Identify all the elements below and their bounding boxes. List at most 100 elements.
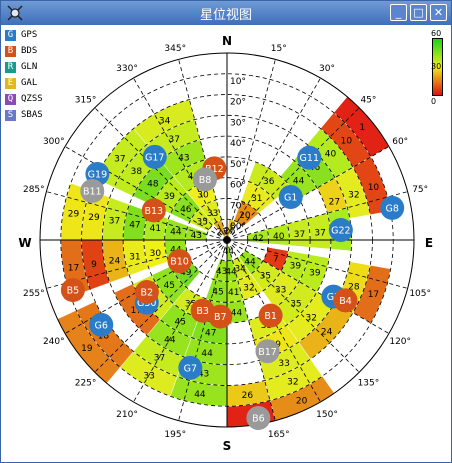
signal-value: 43 — [216, 267, 227, 277]
signal-value: 26 — [242, 391, 254, 401]
legend-badge: E — [5, 77, 16, 89]
azimuth-label: 285° — [23, 185, 45, 195]
legend-label: SBAS — [21, 110, 43, 120]
signal-value: 36 — [263, 177, 275, 187]
satellite-id: G6 — [95, 320, 108, 331]
satellite-g1[interactable]: G1 — [278, 185, 303, 210]
signal-value: 33 — [278, 359, 289, 369]
signal-value: 45 — [164, 281, 175, 291]
signal-value: 43 — [191, 231, 202, 241]
satellite-id: G3 — [327, 292, 340, 303]
satellite-g7[interactable]: G7 — [178, 355, 203, 380]
azimuth-line — [64, 146, 228, 241]
satellite-b4[interactable]: B4 — [333, 288, 358, 313]
satellite-g17[interactable]: G17 — [142, 144, 167, 169]
signal-value: 38 — [131, 167, 143, 177]
sky-plot[interactable]: 2611040464410322710363120423737404217283… — [1, 25, 451, 462]
signal-value: 37 — [169, 135, 180, 145]
signal-value: 32 — [243, 284, 254, 294]
signal-value: 44 — [244, 258, 256, 268]
satellite-b1[interactable]: B1 — [258, 303, 283, 328]
satellite-marker[interactable] — [208, 304, 233, 329]
elevation-label: 20° — [230, 98, 246, 108]
legend-item-gps[interactable]: G GPS — [5, 27, 43, 43]
compass-west: W — [18, 236, 31, 250]
satellite-marker[interactable] — [167, 249, 192, 274]
azimuth-label: 45° — [360, 96, 376, 106]
satellite-b11[interactable]: B11 — [80, 178, 105, 203]
satellite-b8[interactable]: B8 — [192, 167, 217, 192]
satellite-b7[interactable]: B7 — [208, 304, 233, 329]
signal-value: 32 — [306, 314, 317, 324]
satellite-id: B12 — [205, 164, 224, 175]
maximize-button[interactable]: □ — [410, 4, 427, 21]
satellite-marker[interactable] — [178, 355, 203, 380]
azimuth-line — [226, 77, 321, 241]
signal-value: 39 — [309, 268, 321, 278]
satellite-marker[interactable] — [297, 145, 322, 170]
satellite-marker[interactable] — [142, 144, 167, 169]
legend-badge: G — [5, 29, 16, 41]
signal-track-layer: 2611040464410322710363120423737404217283… — [57, 96, 391, 428]
satellite-marker[interactable] — [255, 339, 280, 364]
signal-value: 41 — [228, 288, 239, 298]
signal-value: 47 — [205, 329, 216, 339]
constellation-legend: G GPS B BDS R GLN E GAL Q QZSS S SBAS — [5, 27, 43, 123]
satellite-marker[interactable] — [258, 303, 283, 328]
satellite-marker[interactable] — [89, 312, 114, 337]
satellite-marker[interactable] — [192, 167, 217, 192]
satellite-marker[interactable] — [246, 406, 271, 431]
legend-item-qzss[interactable]: Q QZSS — [5, 91, 43, 107]
satellite-b5[interactable]: B5 — [60, 278, 85, 303]
legend-item-sbas[interactable]: S SBAS — [5, 107, 43, 123]
satellite-id: B7 — [214, 312, 227, 323]
satellite-b10[interactable]: B10 — [167, 249, 192, 274]
signal-value: 43 — [178, 154, 189, 164]
satellite-marker[interactable] — [80, 178, 105, 203]
satellite-g8[interactable]: G8 — [380, 195, 405, 220]
azimuth-label: 300° — [43, 137, 65, 147]
azimuth-line — [226, 146, 390, 241]
satellite-id: B11 — [83, 186, 102, 197]
satellite-b17[interactable]: B17 — [255, 339, 280, 364]
satellite-id: G1 — [284, 193, 297, 204]
scale-label-bottom: 0 — [431, 97, 437, 106]
signal-value: 37 — [109, 217, 120, 227]
satellite-marker[interactable] — [333, 288, 358, 313]
sky-grid — [39, 52, 415, 428]
signal-value: 37 — [154, 353, 165, 363]
window-title: 星位视图 — [199, 8, 252, 23]
signal-value: 44 — [231, 309, 243, 319]
satellite-marker[interactable] — [328, 218, 353, 243]
satellite-b13[interactable]: B13 — [141, 198, 166, 223]
satellite-g6[interactable]: G6 — [89, 312, 114, 337]
legend-item-gln[interactable]: R GLN — [5, 59, 43, 75]
satellite-id: G11 — [300, 153, 319, 164]
minimize-button[interactable]: _ — [390, 4, 407, 21]
signal-value: 45 — [175, 317, 186, 327]
satellite-b6[interactable]: B6 — [246, 406, 271, 431]
satellite-marker[interactable] — [141, 198, 166, 223]
satellite-marker[interactable] — [278, 185, 303, 210]
satellite-g11[interactable]: G11 — [297, 145, 322, 170]
satellite-marker[interactable] — [380, 195, 405, 220]
signal-value: 49 — [180, 268, 192, 278]
satellite-id: B5 — [67, 286, 80, 297]
azimuth-line — [226, 239, 408, 289]
satellite-marker[interactable] — [134, 280, 159, 305]
satellite-marker[interactable] — [60, 278, 85, 303]
azimuth-label: 75° — [412, 185, 428, 195]
satellite-b2[interactable]: B2 — [134, 280, 159, 305]
elevation-label: 70° — [230, 201, 246, 211]
signal-value: 37 — [314, 228, 325, 238]
satellite-id: B8 — [199, 175, 212, 186]
signal-value: 42 — [252, 234, 263, 244]
legend-item-gal[interactable]: E GAL — [5, 75, 43, 91]
satellite-g22[interactable]: G22 — [328, 218, 353, 243]
signal-value: 7 — [273, 254, 279, 264]
close-button[interactable]: ✕ — [430, 4, 447, 21]
legend-item-bds[interactable]: B BDS — [5, 43, 43, 59]
signal-value: 33 — [207, 209, 218, 219]
signal-value: 30 — [150, 249, 162, 259]
azimuth-line — [94, 239, 228, 373]
